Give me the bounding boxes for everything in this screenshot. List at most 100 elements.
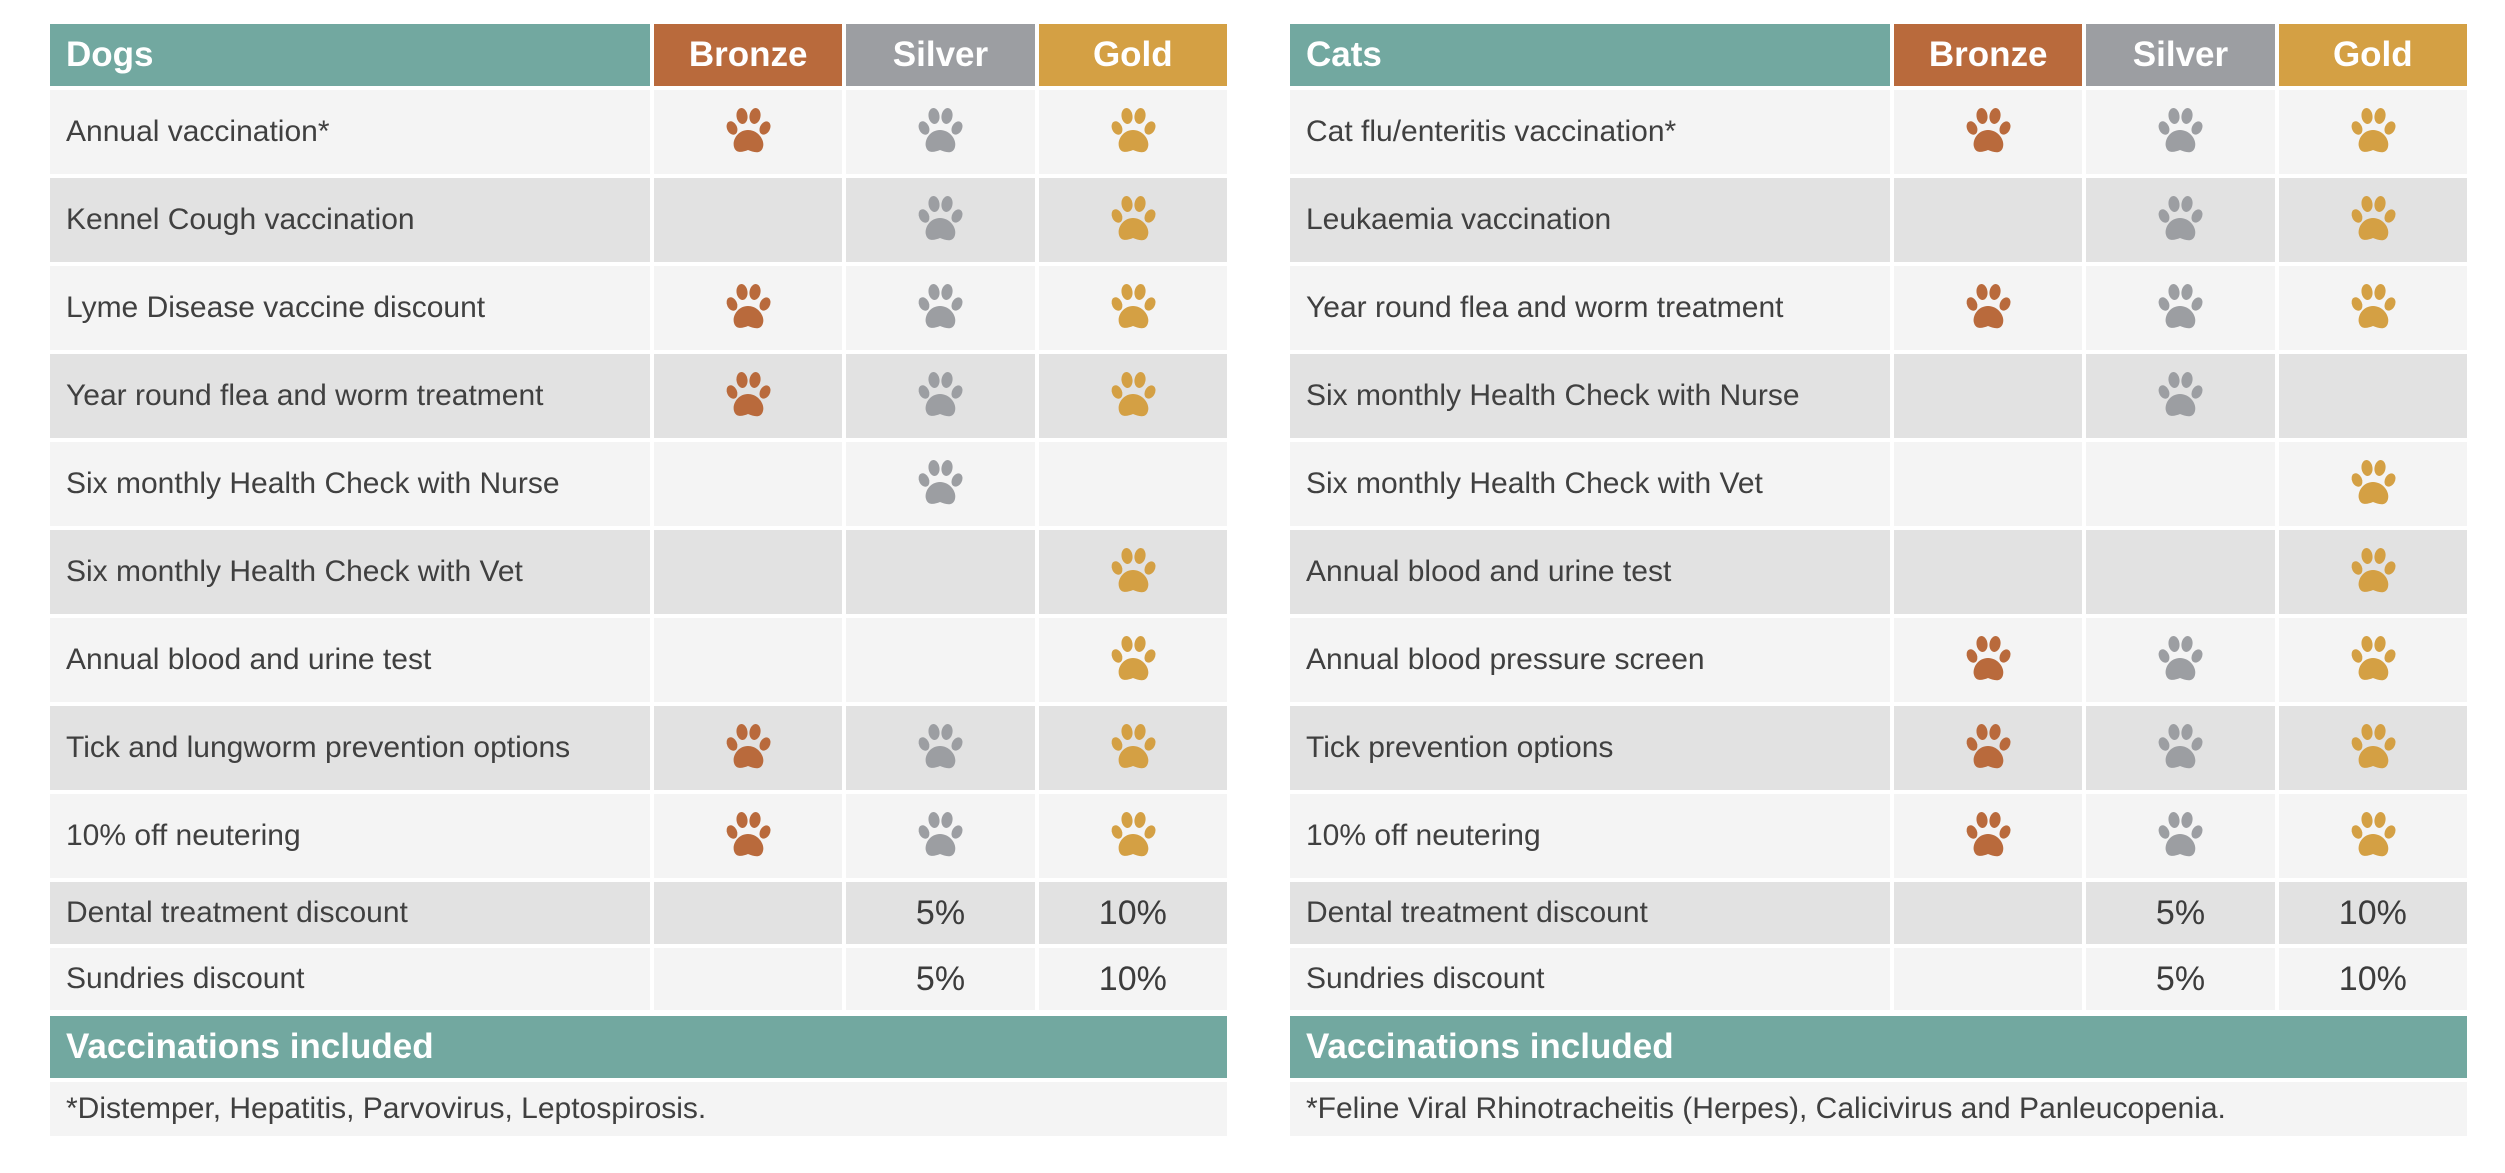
cats-title: Cats <box>1290 24 1891 86</box>
discount-value-silver: 5% <box>846 882 1035 944</box>
table-row: 10% off neutering <box>1290 794 2467 878</box>
table-row: Annual blood pressure screen <box>1290 618 2467 702</box>
tier-cell-silver <box>2086 266 2275 350</box>
dogs-plan-table: Dogs Bronze Silver Gold Annual vaccinati… <box>46 20 1231 1014</box>
paw-print-icon <box>1109 106 1157 158</box>
discount-value-gold: 10% <box>1038 882 1227 944</box>
table-row: Tick prevention options <box>1290 706 2467 790</box>
table-row: Leukaemia vaccination <box>1290 178 2467 262</box>
table-row: Cat flu/enteritis vaccination* <box>1290 90 2467 174</box>
paw-print-icon <box>916 722 964 774</box>
tier-cell-silver <box>2086 354 2275 438</box>
paw-print-icon <box>1964 722 2012 774</box>
tier-cell-silver <box>2086 90 2275 174</box>
tier-cell-silver <box>2086 442 2275 526</box>
benefit-label: Annual blood and urine test <box>50 618 651 702</box>
paw-print-icon <box>724 106 772 158</box>
tier-cell-gold <box>2278 354 2467 438</box>
paw-print-icon <box>916 458 964 510</box>
tier-cell-gold <box>1038 354 1227 438</box>
tier-cell-bronze <box>1894 266 2083 350</box>
cats-plan-panel: Cats Bronze Silver Gold Cat flu/enteriti… <box>1290 24 2467 1136</box>
table-row: Kennel Cough vaccination <box>50 178 1227 262</box>
tier-cell-silver <box>846 794 1035 878</box>
discount-value-bronze <box>1894 882 2083 944</box>
paw-print-icon <box>2156 634 2204 686</box>
table-row: Dental treatment discount 5% 10% <box>50 882 1227 944</box>
cats-plan-table: Cats Bronze Silver Gold Cat flu/enteriti… <box>1286 20 2471 1014</box>
table-row: Sundries discount 5% 10% <box>1290 948 2467 1010</box>
table-row: Six monthly Health Check with Nurse <box>1290 354 2467 438</box>
paw-print-icon <box>724 370 772 422</box>
tier-cell-gold <box>2278 90 2467 174</box>
tier-cell-bronze <box>1894 530 2083 614</box>
paw-print-icon <box>2156 722 2204 774</box>
tier-cell-bronze <box>1894 354 2083 438</box>
dogs-vaccinations-title: Vaccinations included <box>50 1016 1227 1078</box>
table-row: Dental treatment discount 5% 10% <box>1290 882 2467 944</box>
discount-value-bronze <box>1894 948 2083 1010</box>
tier-cell-silver <box>846 442 1035 526</box>
tier-cell-silver <box>846 706 1035 790</box>
table-row: 10% off neutering <box>50 794 1227 878</box>
paw-print-icon <box>916 370 964 422</box>
tier-cell-gold <box>1038 794 1227 878</box>
tier-cell-silver <box>2086 618 2275 702</box>
tier-cell-bronze <box>654 706 843 790</box>
discount-value-silver: 5% <box>846 948 1035 1010</box>
cats-tier-silver: Silver <box>2086 24 2275 86</box>
benefit-label: Tick and lungworm prevention options <box>50 706 651 790</box>
benefit-label: Tick prevention options <box>1290 706 1891 790</box>
tier-cell-silver <box>2086 706 2275 790</box>
tier-cell-silver <box>2086 794 2275 878</box>
dogs-plan-body: Annual vaccination* Kennel Cough vaccinat… <box>50 90 1227 1010</box>
tier-cell-bronze <box>1894 178 2083 262</box>
paw-print-icon <box>2349 282 2397 334</box>
tier-cell-gold <box>2278 266 2467 350</box>
tier-cell-bronze <box>1894 90 2083 174</box>
tier-cell-silver <box>846 266 1035 350</box>
paw-print-icon <box>2156 106 2204 158</box>
tier-cell-silver <box>846 90 1035 174</box>
paw-print-icon <box>1109 282 1157 334</box>
table-row: Annual blood and urine test <box>1290 530 2467 614</box>
benefit-label: Cat flu/enteritis vaccination* <box>1290 90 1891 174</box>
cats-plan-body: Cat flu/enteritis vaccination* Leukaemia … <box>1290 90 2467 1010</box>
tier-cell-gold <box>1038 530 1227 614</box>
dogs-tier-silver: Silver <box>846 24 1035 86</box>
paw-print-icon <box>2156 282 2204 334</box>
discount-label: Dental treatment discount <box>50 882 651 944</box>
tier-cell-silver <box>846 354 1035 438</box>
paw-print-icon <box>916 282 964 334</box>
tier-cell-bronze <box>1894 706 2083 790</box>
paw-print-icon <box>724 282 772 334</box>
tier-cell-gold <box>1038 618 1227 702</box>
paw-print-icon <box>2349 194 2397 246</box>
tier-cell-gold <box>1038 266 1227 350</box>
paw-print-icon <box>1964 810 2012 862</box>
tier-cell-bronze <box>654 442 843 526</box>
paw-print-icon <box>1109 194 1157 246</box>
dogs-tier-bronze: Bronze <box>654 24 843 86</box>
discount-value-silver: 5% <box>2086 882 2275 944</box>
dogs-vaccinations-note: *Distemper, Hepatitis, Parvovirus, Lepto… <box>50 1082 1227 1136</box>
discount-value-gold: 10% <box>2278 948 2467 1010</box>
tier-cell-bronze <box>1894 442 2083 526</box>
tier-cell-bronze <box>654 794 843 878</box>
paw-print-icon <box>2349 546 2397 598</box>
cats-header-row: Cats Bronze Silver Gold <box>1290 24 2467 86</box>
paw-print-icon <box>2349 106 2397 158</box>
tier-cell-gold <box>1038 442 1227 526</box>
tier-cell-gold <box>2278 618 2467 702</box>
benefit-label: 10% off neutering <box>50 794 651 878</box>
paw-print-icon <box>2156 194 2204 246</box>
discount-value-gold: 10% <box>2278 882 2467 944</box>
table-row: Six monthly Health Check with Vet <box>50 530 1227 614</box>
table-row: Tick and lungworm prevention options <box>50 706 1227 790</box>
tier-cell-silver <box>2086 530 2275 614</box>
paw-print-icon <box>2349 722 2397 774</box>
paw-print-icon <box>724 810 772 862</box>
tier-cell-bronze <box>1894 794 2083 878</box>
paw-print-icon <box>2156 370 2204 422</box>
paw-print-icon <box>1964 282 2012 334</box>
